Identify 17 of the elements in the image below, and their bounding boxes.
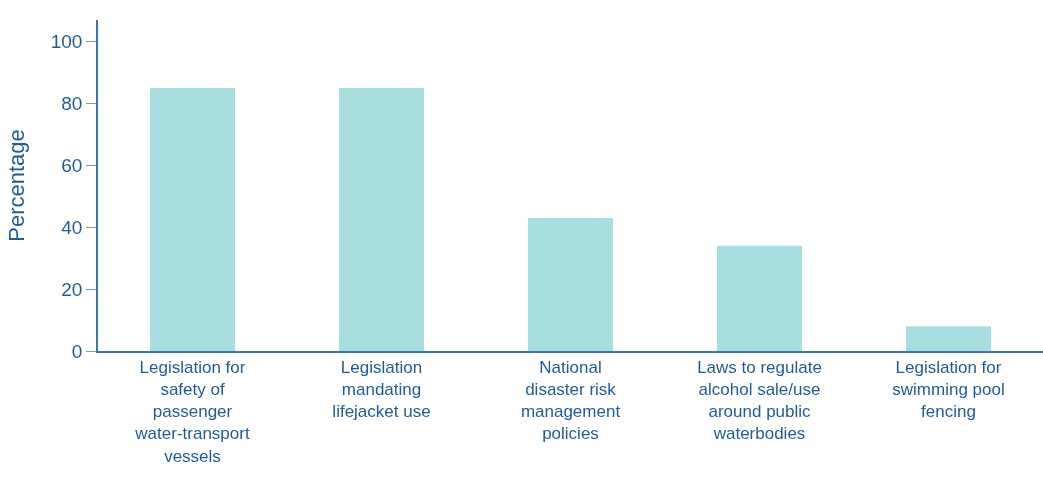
y-tick-label: 80 — [61, 93, 83, 115]
x-tick-label: Legislation for safety of passenger water-transport vessels — [134, 358, 250, 466]
x-tick-label: Legislation for swimming pool fencing — [892, 358, 1005, 422]
y-tick-label: 60 — [61, 155, 83, 177]
bar — [905, 326, 992, 351]
y-tick-label: 20 — [61, 278, 83, 300]
y-axis-title: Percentage — [4, 129, 30, 242]
y-tick-label: 40 — [61, 216, 83, 238]
bar — [149, 88, 236, 351]
y-tick-label: 100 — [50, 31, 83, 53]
x-tick-label: Legislation mandating lifejacket use — [332, 358, 431, 422]
x-tick-label: Laws to regulate alcohol sale/use around public waterbodies — [697, 358, 822, 444]
y-tick-label: 0 — [71, 340, 83, 362]
x-tick-label: National disaster risk management policies — [520, 358, 621, 444]
bar — [527, 217, 614, 351]
bar — [716, 245, 803, 351]
bar — [338, 88, 425, 351]
